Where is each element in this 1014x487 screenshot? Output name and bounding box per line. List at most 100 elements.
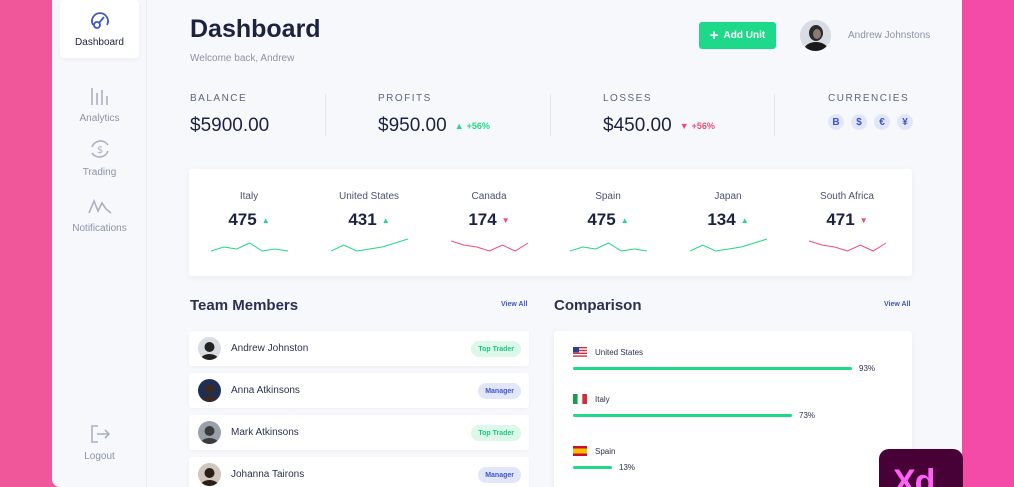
avatar[interactable] — [800, 20, 831, 51]
us-flag-icon — [573, 347, 587, 357]
sidebar: Dashboard Analytics $ Trading Notificati… — [52, 0, 147, 487]
country-stat: United States 431 ▲ — [319, 169, 419, 276]
sidebar-item-label: Analytics — [79, 113, 120, 124]
user-name[interactable]: Andrew Johnstons — [848, 30, 931, 41]
sidebar-item-dashboard[interactable]: Dashboard — [60, 0, 139, 58]
avatar — [198, 421, 221, 444]
add-unit-button[interactable]: + Add Unit — [699, 22, 776, 49]
team-member-row[interactable]: Mark Atkinsons Top Trader — [189, 415, 529, 450]
balance-value: $5900.00 — [190, 115, 270, 136]
country-stats-card: Italy 475 ▲ United States 431 ▲ Canada 174 ▼ Spai… — [189, 169, 912, 276]
country-value: 475 — [228, 210, 257, 229]
country-value: 134 — [707, 210, 736, 229]
plus-icon: + — [709, 26, 719, 44]
country-value: 431 — [348, 210, 377, 229]
role-badge: Top Trader — [471, 425, 521, 441]
page-title: Dashboard — [190, 15, 321, 43]
profits-stat: PROFITS $950.00 ▲ +56% — [378, 93, 490, 136]
welcome-text: Welcome back, Andrew — [190, 53, 295, 64]
team-member-row[interactable]: Anna Atkinsons Manager — [189, 373, 529, 408]
profits-delta: ▲ +56% — [454, 121, 490, 131]
sidebar-item-label: Notifications — [72, 223, 127, 234]
arrow-up-icon: ▲ — [454, 121, 464, 131]
avatar — [198, 379, 221, 402]
country-stat: Italy 475 ▲ — [199, 169, 299, 276]
comparison-percent: 73% — [799, 411, 816, 420]
divider — [325, 94, 326, 136]
country-name: Japan — [714, 191, 742, 202]
comparison-card: United States 93% Italy 73% Spain 13% — [554, 331, 912, 487]
comparison-country: Spain — [595, 446, 616, 456]
losses-value: $450.00 — [603, 115, 672, 136]
gauge-icon — [90, 12, 109, 29]
country-value: 471 — [826, 210, 855, 229]
team-member-row[interactable]: Andrew Johnston Top Trader — [189, 331, 529, 366]
balance-stat: BALANCE $5900.00 — [190, 93, 270, 136]
app-window: Dashboard Analytics $ Trading Notificati… — [52, 0, 962, 487]
country-name: Italy — [239, 191, 259, 202]
arrow-up-icon: ▲ — [261, 215, 270, 225]
logout-icon — [90, 425, 110, 443]
arrow-up-icon: ▲ — [381, 215, 390, 225]
country-value: 174 — [468, 210, 497, 229]
comparison-row: Italy 73% — [573, 394, 895, 421]
bar-chart-icon — [90, 88, 108, 105]
currency-list: B $ € ¥ — [828, 114, 913, 130]
spain-flag-icon — [573, 446, 587, 456]
role-badge: Top Trader — [471, 341, 521, 357]
profits-value: $950.00 — [378, 115, 447, 136]
pulse-icon — [87, 198, 111, 214]
currencies-stat: CURRENCIES B $ € ¥ — [828, 93, 913, 130]
exchange-dollar-icon: $ — [90, 140, 109, 158]
member-name: Anna Atkinsons — [231, 385, 300, 396]
sidebar-item-trading[interactable]: $ Trading — [60, 124, 139, 180]
losses-delta: ▼ +56% — [679, 121, 715, 131]
arrow-down-icon: ▼ — [501, 215, 510, 225]
svg-text:$: $ — [96, 145, 102, 156]
arrow-up-icon: ▲ — [740, 215, 749, 225]
team-view-all-link[interactable]: View All — [501, 301, 528, 308]
sidebar-item-analytics[interactable]: Analytics — [60, 70, 139, 126]
avatar — [198, 463, 221, 486]
comparison-view-all-link[interactable]: View All — [884, 301, 911, 308]
country-name: Canada — [471, 191, 507, 202]
divider — [774, 94, 775, 136]
currency-icon[interactable]: B — [828, 114, 844, 130]
sidebar-item-notifications[interactable]: Notifications — [60, 180, 139, 236]
country-stat: Spain 475 ▲ — [558, 169, 658, 276]
team-member-row[interactable]: Johanna Tairons Manager — [189, 457, 529, 487]
sparkline — [331, 238, 409, 252]
sparkline-path — [211, 242, 289, 252]
comparison-country: United States — [595, 347, 644, 357]
sidebar-item-label: Trading — [82, 167, 117, 178]
currency-icon[interactable]: $ — [851, 114, 867, 130]
divider — [550, 94, 551, 136]
comparison-bar — [573, 414, 792, 417]
sparkline-path — [331, 238, 409, 252]
country-stat: Canada 174 ▼ — [439, 169, 539, 276]
logout-button[interactable]: Logout — [60, 408, 139, 464]
sparkline — [570, 242, 648, 252]
member-name: Mark Atkinsons — [231, 427, 299, 438]
member-name: Johanna Tairons — [231, 469, 305, 480]
comparison-title: Comparison — [554, 297, 642, 314]
sparkline — [690, 238, 768, 252]
arrow-down-icon: ▼ — [859, 215, 868, 225]
country-name: South Africa — [820, 191, 874, 202]
comparison-bar — [573, 466, 612, 469]
arrow-down-icon: ▼ — [679, 121, 689, 131]
team-members-title: Team Members — [190, 297, 299, 314]
comparison-bar — [573, 367, 852, 370]
country-stat: South Africa 471 ▼ — [797, 169, 897, 276]
italy-flag-icon — [573, 394, 587, 404]
currency-icon[interactable]: ¥ — [897, 114, 913, 130]
arrow-up-icon: ▲ — [620, 215, 629, 225]
sparkline — [451, 240, 529, 252]
currency-icon[interactable]: € — [874, 114, 890, 130]
comparison-row: United States 93% — [573, 347, 895, 374]
comparison-row: Spain 13% — [573, 446, 895, 473]
sparkline-path — [570, 242, 648, 252]
logout-label: Logout — [84, 451, 115, 462]
comparison-percent: 13% — [619, 463, 636, 472]
member-name: Andrew Johnston — [231, 343, 309, 354]
